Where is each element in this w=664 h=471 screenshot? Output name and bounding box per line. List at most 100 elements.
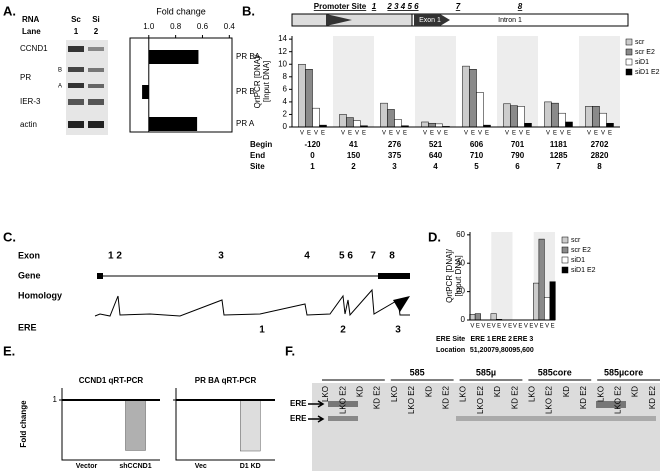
lane-group-header: 585µ <box>476 367 496 377</box>
bar-label: E <box>487 324 491 330</box>
lane-label: KD <box>562 386 571 397</box>
bar <box>469 69 477 128</box>
bar-label: E <box>476 324 480 330</box>
bar <box>346 117 354 128</box>
bar <box>503 103 511 128</box>
bar-label: E <box>485 131 489 137</box>
bar <box>524 122 532 128</box>
lane-label: KD <box>356 386 365 397</box>
bar <box>476 92 484 128</box>
lane-label: KD E2 <box>373 385 382 409</box>
lane-group-header: 585µcore <box>604 367 643 377</box>
band <box>328 401 358 407</box>
panel-label: C. <box>3 229 16 244</box>
exon-number: 8 <box>389 251 395 262</box>
row-label: actin <box>20 120 37 129</box>
bar-label: V <box>437 131 441 137</box>
bar-label: V <box>545 324 549 330</box>
bar <box>148 117 198 131</box>
table-row-label: Site <box>250 162 265 171</box>
y-axis-label: Fold change <box>19 400 28 448</box>
bar <box>305 69 313 128</box>
x-tick-label: Vec <box>195 463 207 470</box>
band-shade <box>491 232 513 320</box>
lane-label: KD E2 <box>579 385 588 409</box>
legend-swatch <box>561 256 569 264</box>
intron-label: Intron 1 <box>498 17 522 24</box>
lane-label: KD <box>493 386 502 397</box>
legend-label: siD1 <box>635 59 649 66</box>
table-cell: 1285 <box>550 151 568 160</box>
legend-label: scr <box>635 39 645 46</box>
bar <box>510 105 518 128</box>
legend-swatch <box>561 266 569 274</box>
y-axis-label: [Input DNA] <box>262 61 271 102</box>
bar <box>380 102 388 128</box>
bar <box>240 399 261 452</box>
gel <box>312 383 660 471</box>
row-label: ERE <box>18 322 37 332</box>
y-tick-label: 14 <box>278 34 287 43</box>
band <box>328 416 358 421</box>
site-label: 1 <box>372 2 377 11</box>
row-label: IER-3 <box>20 97 41 106</box>
x-tick-label: shCCND1 <box>119 463 151 470</box>
bar-label: E <box>348 131 352 137</box>
bar-label: E <box>497 324 501 330</box>
table-cell: ERE 3 <box>513 336 533 343</box>
exon-number: 3 <box>218 251 224 262</box>
band <box>68 67 84 72</box>
bar-label: E <box>529 324 533 330</box>
bar <box>538 238 545 321</box>
table-cell: 521 <box>429 140 443 149</box>
table-cell: 375 <box>388 151 402 160</box>
bar-label: V <box>382 131 386 137</box>
lane-label: KD <box>424 386 433 397</box>
panel-label: B. <box>242 3 255 18</box>
y-tick-label: 0 <box>283 122 288 131</box>
bar-label: V <box>341 131 345 137</box>
legend-label: siD1 E2 <box>635 69 660 76</box>
bar <box>312 107 320 128</box>
table-cell: 606 <box>470 140 484 149</box>
bar <box>394 119 402 128</box>
lane-label: LKO <box>528 386 537 402</box>
table-cell: 1 <box>310 162 315 171</box>
bar-label: V <box>464 131 468 137</box>
bar-label: E <box>389 131 393 137</box>
bar-label: V <box>492 324 496 330</box>
bar-label: E <box>594 131 598 137</box>
y-tick-label: 60 <box>456 230 465 239</box>
chart-title: PR BA qRT-PCR <box>195 376 257 385</box>
table-cell: 8 <box>597 162 602 171</box>
band-shade <box>415 36 456 127</box>
homology-track <box>94 288 410 317</box>
table-cell: 640 <box>429 151 443 160</box>
band <box>88 99 104 105</box>
lane-label: 1 <box>74 27 79 36</box>
bar-label: V <box>355 131 359 137</box>
ere-number: 1 <box>259 325 265 336</box>
band-shade <box>333 36 374 127</box>
lane-label: LKO E2 <box>338 385 347 414</box>
blot-header: Lane <box>22 27 41 36</box>
exon-number: 1 2 <box>108 251 122 262</box>
bar-label: E <box>508 324 512 330</box>
lane-label: LKO <box>321 386 330 402</box>
bar-label: V <box>481 324 485 330</box>
bar-label: E <box>430 131 434 137</box>
legend-label: siD1 E2 <box>571 267 596 274</box>
bar <box>544 101 552 128</box>
bar-label: E <box>526 131 530 137</box>
bar-label: V <box>587 131 591 137</box>
y-tick-label: 2 <box>283 110 288 119</box>
table-row-label: Location <box>436 347 465 354</box>
table-cell: 3 <box>392 162 397 171</box>
band <box>68 121 84 128</box>
table-cell: 4 <box>433 162 438 171</box>
legend-swatch <box>561 246 569 254</box>
table-cell: 701 <box>511 140 525 149</box>
axis <box>469 232 555 321</box>
band <box>68 99 84 105</box>
table-cell: 95,600 <box>512 347 534 354</box>
